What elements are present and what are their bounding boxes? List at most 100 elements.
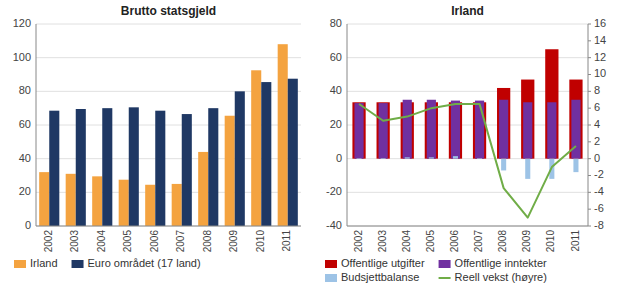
grid-line: [36, 24, 301, 25]
x-tick-label: 2005: [425, 230, 436, 253]
plot-area: [352, 49, 582, 217]
bar: [403, 100, 412, 159]
bar: [235, 91, 245, 226]
legend-swatch: [439, 260, 451, 268]
bar: [573, 159, 578, 172]
x-tick-label: 2009: [521, 230, 532, 253]
legend-item: Reell vekst (høyre): [439, 271, 547, 283]
x-tick-label: 2005: [122, 230, 133, 253]
x-axis-line: [347, 226, 588, 227]
chart-title: Irland: [451, 4, 484, 18]
x-tick-label: 2006: [149, 230, 160, 253]
bar: [525, 159, 530, 179]
bar: [354, 103, 363, 159]
bar: [278, 44, 288, 226]
bar: [523, 102, 532, 158]
legend: Irland Euro området (17 land): [14, 257, 201, 269]
y2-tick-label: 16: [594, 17, 606, 29]
bar: [145, 185, 155, 226]
y2-tick-label: 10: [594, 67, 606, 79]
bar: [102, 108, 112, 226]
x-tick-label: 2006: [449, 230, 460, 253]
bar: [129, 107, 139, 226]
bar: [39, 172, 49, 226]
y2-tick-label: -8: [594, 219, 604, 231]
legend-swatch: [439, 277, 451, 279]
bar: [379, 103, 388, 159]
y-axis-line: [347, 24, 348, 226]
grid-line: [347, 226, 588, 227]
y-tick-label: 20: [19, 185, 31, 197]
bar: [76, 109, 86, 226]
bar: [198, 152, 208, 226]
figure: Brutto statsgjeld02040608010012020022003…: [0, 0, 622, 306]
bar: [225, 116, 235, 226]
chart-panel: Irland-40-20020406080-8-6-4-202468101214…: [325, 4, 606, 283]
bar: [92, 176, 102, 226]
x-tick-label: 2011: [570, 230, 581, 252]
y-tick-label: 20: [330, 118, 342, 130]
legend-item: Irland: [14, 257, 58, 269]
x-tick-label: 2011: [281, 230, 292, 252]
grid-line: [36, 57, 301, 58]
bar: [453, 156, 458, 159]
bar: [521, 80, 534, 159]
y2-tick-label: -2: [594, 168, 604, 180]
bar: [208, 108, 218, 226]
y2-tick-label: -4: [594, 185, 604, 197]
bar: [172, 184, 182, 226]
bar: [547, 102, 556, 158]
x-tick-label: 2007: [175, 230, 186, 253]
x-tick-label: 2010: [255, 230, 266, 253]
x-tick-label: 2008: [202, 230, 213, 253]
y-tick-label: 0: [336, 152, 342, 164]
y-tick-label: 60: [330, 51, 342, 63]
grid-line: [36, 226, 301, 227]
chart-title: Brutto statsgjeld: [121, 4, 216, 18]
x-tick-label: 2003: [377, 230, 388, 253]
y-tick-label: 40: [330, 84, 342, 96]
legend-label: Euro området (17 land): [88, 257, 201, 269]
y-tick-label: -40: [326, 219, 342, 231]
y2-tick-label: 4: [594, 118, 600, 130]
legend-label: Reell vekst (høyre): [455, 271, 547, 283]
bar: [119, 180, 129, 226]
legend-label: Offentlige inntekter: [455, 257, 547, 269]
legend-label: Offentlige utgifter: [341, 257, 425, 269]
x-tick-label: 2004: [401, 230, 412, 253]
legend-swatch: [325, 260, 337, 268]
y-tick-label: 60: [19, 118, 31, 130]
x-tick-label: 2007: [473, 230, 484, 253]
y-tick-label: 80: [330, 17, 342, 29]
y-tick-label: -20: [326, 185, 342, 197]
legend-swatch: [72, 260, 84, 268]
plot-area: [39, 44, 298, 226]
bar: [477, 157, 482, 159]
bar: [545, 49, 558, 158]
bar: [501, 159, 506, 171]
legend: Offentlige utgifter Offentlige inntekter B…: [325, 257, 547, 283]
legend-item: Euro området (17 land): [72, 257, 201, 269]
bar: [182, 114, 192, 226]
bar: [261, 82, 271, 226]
x-tick-label: 2002: [43, 230, 54, 253]
y2-tick-label: 14: [594, 34, 606, 46]
bar: [475, 101, 484, 159]
y2-tick-label: 6: [594, 101, 600, 113]
x-tick-label: 2009: [228, 230, 239, 253]
legend-swatch: [325, 274, 337, 282]
x-axis-line: [36, 226, 301, 227]
legend-item: Budsjettbalanse: [325, 271, 419, 283]
legend-label: Irland: [30, 257, 58, 269]
x-tick-label: 2008: [497, 230, 508, 253]
bar: [49, 111, 59, 226]
y-tick-label: 40: [19, 152, 31, 164]
bar: [377, 102, 390, 158]
legend-swatch: [14, 260, 26, 268]
grid-line: [347, 192, 588, 193]
x-tick-label: 2002: [353, 230, 364, 253]
x-tick-label: 2004: [96, 230, 107, 253]
x-tick-label: 2010: [545, 230, 556, 253]
bar: [155, 111, 165, 226]
y2-tick-label: -6: [594, 202, 604, 214]
